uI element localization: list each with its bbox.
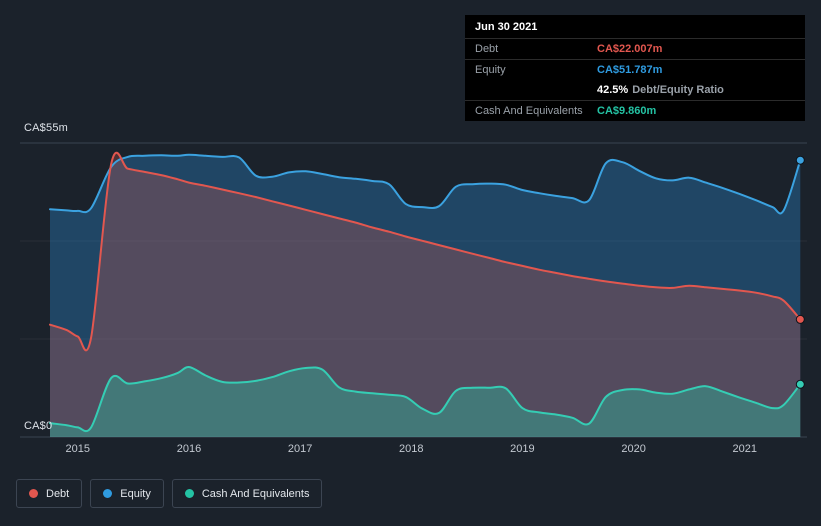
x-tick-label: 2016: [177, 443, 201, 455]
debt-endpoint-marker[interactable]: [795, 314, 805, 324]
x-tick-label: 2020: [621, 443, 645, 455]
tooltip-ratio-row: 42.5% Debt/Equity Ratio: [465, 80, 805, 101]
tooltip-date: Jun 30 2021: [465, 15, 805, 39]
legend-label-cash: Cash And Equivalents: [201, 487, 310, 500]
equity-color-dot: [103, 489, 113, 498]
tooltip-ratio-label: Debt/Equity Ratio: [632, 84, 724, 96]
cash-color-dot: [184, 489, 194, 498]
tooltip-cash-value: CA$9.860m: [597, 105, 657, 117]
y-axis-label-zero: CA$0: [24, 420, 53, 432]
tooltip-debt-label: Debt: [475, 43, 499, 55]
cash-and-equivalents-area: [50, 366, 801, 437]
equity-area: [50, 154, 801, 438]
y-axis-label-max: CA$55m: [24, 122, 68, 134]
legend-item-cash[interactable]: Cash And Equivalents: [171, 479, 323, 508]
tooltip-ratio: 42.5% Debt/Equity Ratio: [597, 84, 724, 96]
equity-endpoint-marker[interactable]: [795, 155, 805, 165]
x-tick-label: 2018: [399, 443, 423, 455]
chart-legend: Debt Equity Cash And Equivalents: [16, 479, 323, 508]
tooltip-equity-label: Equity: [475, 64, 506, 76]
tooltip-cash-label: Cash And Equivalents: [475, 105, 583, 117]
debt-area: [50, 152, 801, 437]
x-tick-label: 2021: [733, 443, 757, 455]
cash-and-equivalents-line[interactable]: [49, 365, 802, 433]
legend-item-equity[interactable]: Equity: [90, 479, 164, 508]
chart-tooltip: Jun 30 2021 Debt CA$22.007m Equity CA$51…: [465, 15, 805, 121]
x-tick-label: 2019: [510, 443, 534, 455]
tooltip-equity-row: Equity CA$51.787m: [465, 60, 805, 80]
tooltip-cash-row: Cash And Equivalents CA$9.860m: [465, 101, 805, 121]
debt-line[interactable]: [49, 151, 802, 352]
legend-label-debt: Debt: [46, 487, 70, 500]
x-tick-label: 2017: [288, 443, 312, 455]
debt-color-dot: [29, 489, 38, 498]
tooltip-equity-value: CA$51.787m: [597, 64, 663, 76]
tooltip-debt-value: CA$22.007m: [597, 43, 663, 55]
equity-line[interactable]: [49, 153, 802, 215]
tooltip-debt-row: Debt CA$22.007m: [465, 39, 805, 60]
x-tick-label: 2015: [66, 443, 90, 455]
tooltip-ratio-value: 42.5%: [597, 84, 629, 96]
cash-and-equivalents-endpoint-marker[interactable]: [795, 379, 805, 389]
legend-label-equity: Equity: [120, 487, 151, 500]
legend-item-debt[interactable]: Debt: [16, 479, 83, 508]
